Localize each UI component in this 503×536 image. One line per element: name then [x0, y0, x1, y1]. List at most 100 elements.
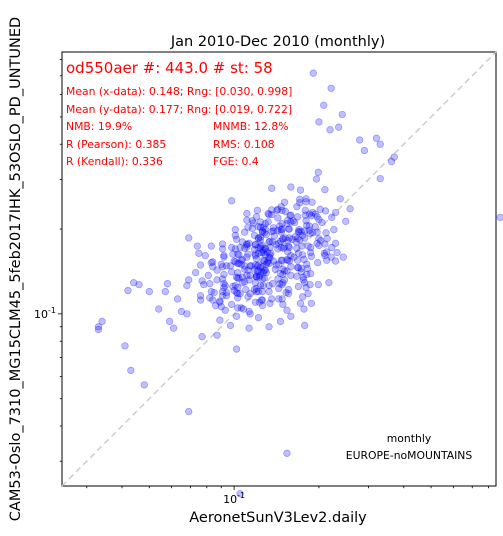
data-point [342, 217, 350, 226]
data-point [145, 287, 153, 296]
data-point [278, 225, 286, 233]
data-point [234, 289, 242, 298]
data-point [220, 251, 228, 260]
data-point [277, 256, 285, 264]
data-point [227, 268, 236, 276]
data-point [336, 195, 344, 203]
data-point [163, 280, 172, 288]
data-point [265, 281, 273, 290]
data-point [94, 325, 103, 334]
data-point [218, 263, 227, 271]
data-point [299, 276, 307, 284]
stats-mean-x: Mean (x-data): 0.148; Rng: [0.030, 0.998… [66, 85, 292, 98]
data-point [296, 236, 304, 244]
data-point [256, 223, 265, 231]
data-point [301, 279, 309, 287]
data-point [250, 285, 259, 294]
data-point [251, 250, 260, 258]
data-point [196, 296, 205, 304]
data-point [298, 231, 307, 239]
data-point [247, 262, 255, 270]
data-point [301, 206, 310, 215]
data-point [297, 268, 305, 276]
data-point [234, 283, 242, 292]
data-point [278, 220, 286, 228]
data-point [218, 275, 227, 283]
data-point [265, 238, 273, 246]
data-point [252, 272, 261, 280]
data-point [252, 272, 261, 280]
data-point [135, 280, 143, 289]
data-point [261, 245, 269, 253]
data-point [257, 248, 266, 257]
data-point [222, 292, 231, 300]
data-point [124, 286, 132, 295]
data-point [185, 407, 193, 416]
annotation-frequency: monthly [387, 432, 432, 445]
data-point [304, 242, 312, 250]
data-point [307, 212, 316, 220]
data-point [287, 263, 295, 271]
data-point [209, 263, 217, 271]
data-point [316, 205, 324, 213]
data-point [209, 258, 217, 266]
data-point [321, 251, 329, 260]
data-point [218, 287, 227, 296]
data-point [307, 269, 315, 278]
data-point [295, 226, 303, 234]
data-point [289, 217, 297, 225]
data-point [277, 203, 285, 211]
data-point [277, 226, 285, 234]
data-point [207, 258, 215, 267]
data-point [275, 222, 284, 230]
data-point [243, 243, 251, 251]
data-point [257, 268, 266, 276]
data-point [274, 214, 282, 222]
data-point [285, 225, 293, 233]
data-point [185, 276, 193, 284]
data-point [313, 228, 321, 236]
data-point [277, 243, 285, 252]
data-point [232, 312, 241, 321]
data-point [248, 224, 256, 233]
data-point [256, 236, 265, 244]
data-point [314, 280, 322, 289]
data-point [173, 295, 182, 303]
data-point [372, 134, 381, 142]
data-point [245, 324, 253, 332]
data-point [262, 269, 270, 277]
data-point [278, 280, 286, 289]
data-point [268, 210, 276, 219]
data-point [220, 280, 228, 288]
data-point [293, 272, 301, 280]
plot-frame [61, 51, 497, 487]
data-point [390, 153, 398, 161]
data-point [259, 248, 268, 257]
data-point [246, 289, 254, 298]
data-point [284, 242, 293, 250]
data-point [281, 234, 290, 242]
data-point [309, 69, 317, 77]
data-point [284, 236, 292, 245]
data-point [279, 300, 287, 309]
data-point [293, 256, 302, 264]
data-point [217, 260, 225, 268]
data-point [262, 260, 270, 268]
data-point [245, 276, 253, 284]
data-point [283, 306, 291, 314]
data-point [235, 274, 243, 282]
data-point [338, 110, 346, 119]
data-point [246, 310, 254, 318]
data-point [241, 244, 249, 252]
data-point [312, 175, 321, 183]
data-point [269, 224, 278, 232]
data-point [315, 234, 323, 243]
data-point [302, 217, 310, 225]
data-point [241, 278, 249, 286]
data-point [266, 237, 274, 245]
data-point [213, 266, 221, 274]
data-point [265, 259, 273, 268]
data-point [335, 123, 343, 131]
data-point [268, 238, 277, 246]
